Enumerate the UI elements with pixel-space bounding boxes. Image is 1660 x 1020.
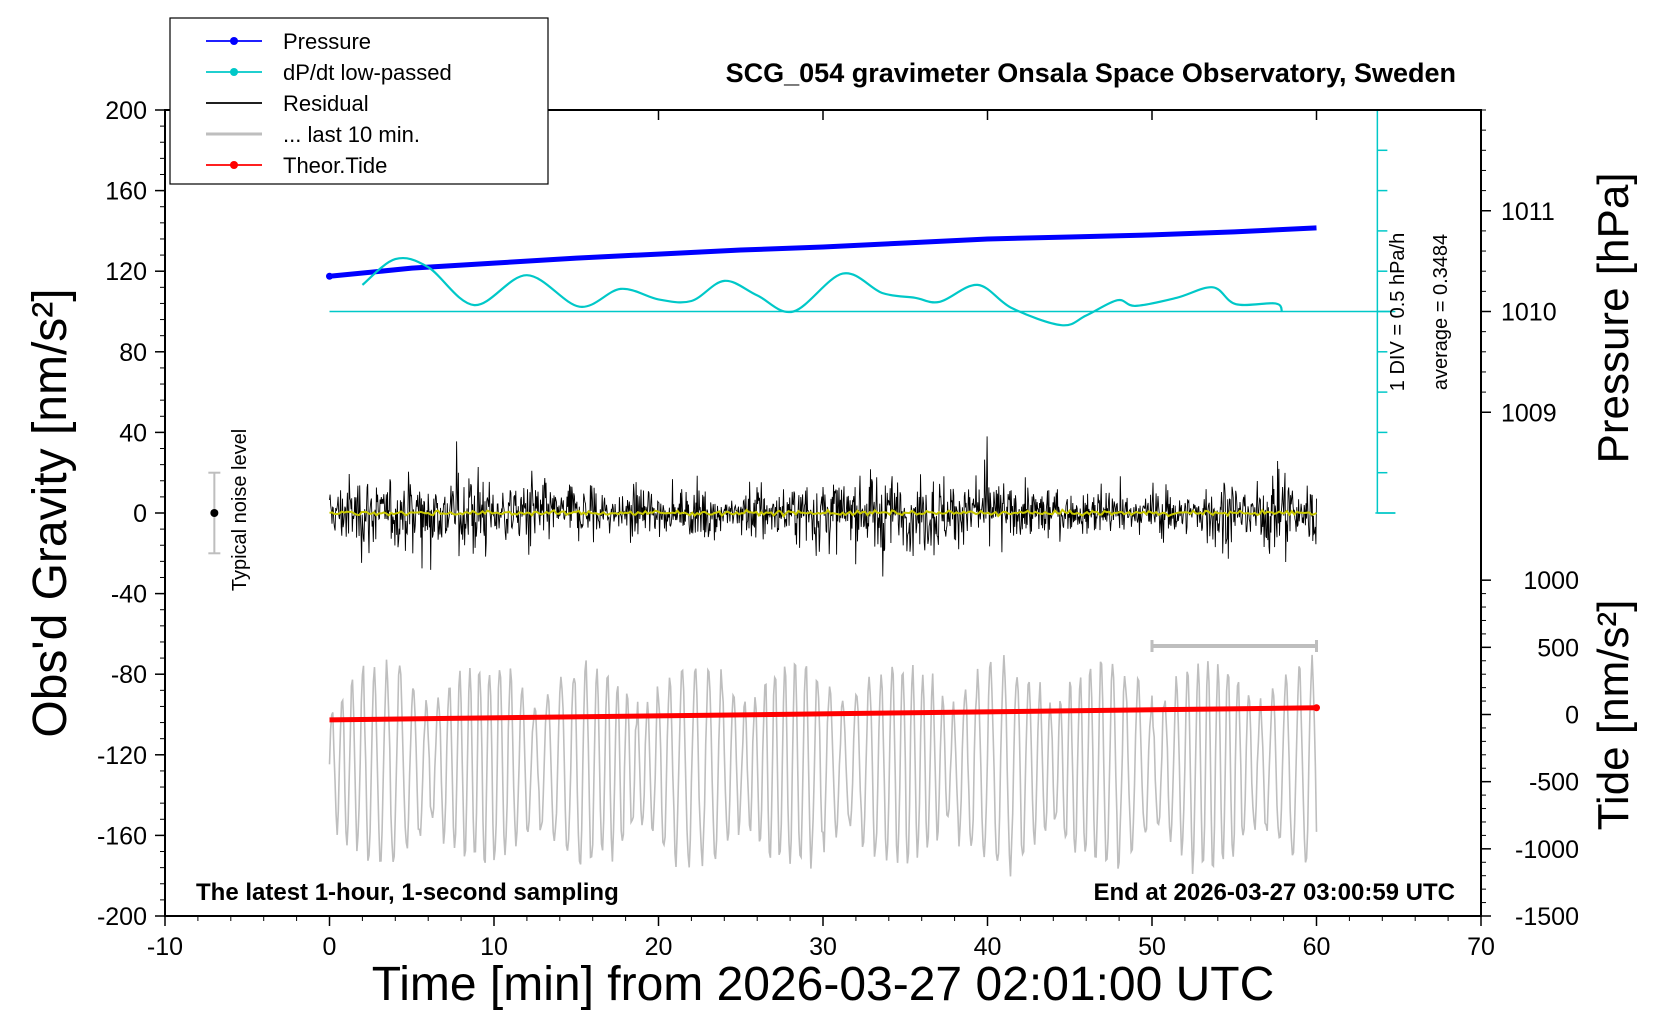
y-tick-label: -40 [111,581,147,609]
y-tick-label: 120 [105,258,147,286]
legend-box [169,17,549,185]
y-axis-title: Obs'd Gravity [nm/s²] [24,288,77,737]
pressure-series-line [329,225,1317,279]
x-tick-label: 60 [1303,933,1331,961]
y-tick-label: 80 [119,339,147,367]
legend-label: dP/dt low-passed [283,60,452,85]
tide-tick-label: 0 [1565,702,1579,730]
dpdt-series [361,256,1284,327]
legend-label: ... last 10 min. [283,122,420,147]
pressure-axis-title: Pressure [hPa] [1589,172,1638,463]
annotation-right: End at 2026-03-27 03:00:59 UTC [1094,879,1456,906]
annotation-left: The latest 1-hour, 1-second sampling [196,879,619,906]
x-tick-label: 40 [974,933,1002,961]
last10-series [328,654,1318,877]
noise-level-point [210,509,219,517]
x-tick-label: 50 [1138,933,1166,961]
filtered-residual-line [329,508,1317,519]
y-tick-label: 40 [119,419,147,447]
x-tick-label: -10 [147,933,183,961]
dpdt-series-line [361,256,1284,327]
pressure-tick-label: 1011 [1501,198,1555,226]
legend-label: Theor.Tide [283,153,387,178]
pressure-start-marker [326,272,333,280]
y-tick-label: -80 [111,661,147,689]
x-tick-label: 0 [323,933,337,961]
residual-series-line [329,436,1317,577]
residual-series [329,436,1317,577]
tide-series [329,704,1320,723]
legend-marker [230,68,238,76]
legend-marker [230,37,238,45]
y-axis-left: 200 160 120 80 40 0 -40 -80 -120 -160 -200 [97,97,165,931]
scale-average-label: average = 0.3484 [1430,234,1452,390]
chart-title: SCG_054 gravimeter Onsala Space Observat… [726,58,1456,88]
tide-tick-label: 500 [1537,634,1579,662]
last10-bar [1150,639,1318,652]
dpdt-scale-bar [1375,109,1396,514]
pressure-tick-label: 1009 [1501,399,1557,427]
x-axis: -10 0 10 20 30 40 50 60 70 [147,110,1495,961]
tide-tick-label: -1500 [1515,903,1579,931]
legend: Pressure dP/dt low-passed Residual ... last… [169,17,549,185]
y-tick-label: 200 [105,97,147,125]
pressure-series [326,225,1317,280]
tide-axis-title: Tide [nm/s²] [1589,600,1638,831]
noise-level-indicator [208,471,221,555]
legend-label: Pressure [283,29,371,54]
noise-level-label: Typical noise level [229,429,251,591]
x-tick-label: 10 [480,933,508,961]
y-tick-label: 0 [133,500,147,528]
legend-marker [230,161,238,169]
tide-tick-label: -1000 [1515,836,1579,864]
tide-axis: 1000 500 0 -500 -1000 -1500 [1481,567,1579,931]
scale-bar-label: 1 DIV = 0.5 hPa/h [1387,233,1409,391]
y-tick-label: -200 [97,903,147,931]
x-tick-label: 20 [645,933,673,961]
filtered-series [329,508,1317,519]
x-tick-label: 70 [1467,933,1495,961]
y-tick-label: 160 [105,178,147,206]
tide-tick-label: 1000 [1523,567,1579,595]
legend-label: Residual [283,91,369,116]
tide-tick-label: -500 [1529,769,1579,797]
y-tick-label: -120 [97,742,147,770]
pressure-axis: 1011 1010 1009 [1481,109,1557,427]
pressure-tick-label: 1010 [1501,299,1557,327]
tide-end-marker [1313,704,1320,712]
last10-series-line [328,654,1318,877]
y-tick-label: -160 [97,822,147,850]
tide-series-line [329,705,1317,723]
x-axis-title: Time [min] from 2026-03-27 02:01:00 UTC [372,958,1275,1011]
x-tick-label: 30 [809,933,837,961]
